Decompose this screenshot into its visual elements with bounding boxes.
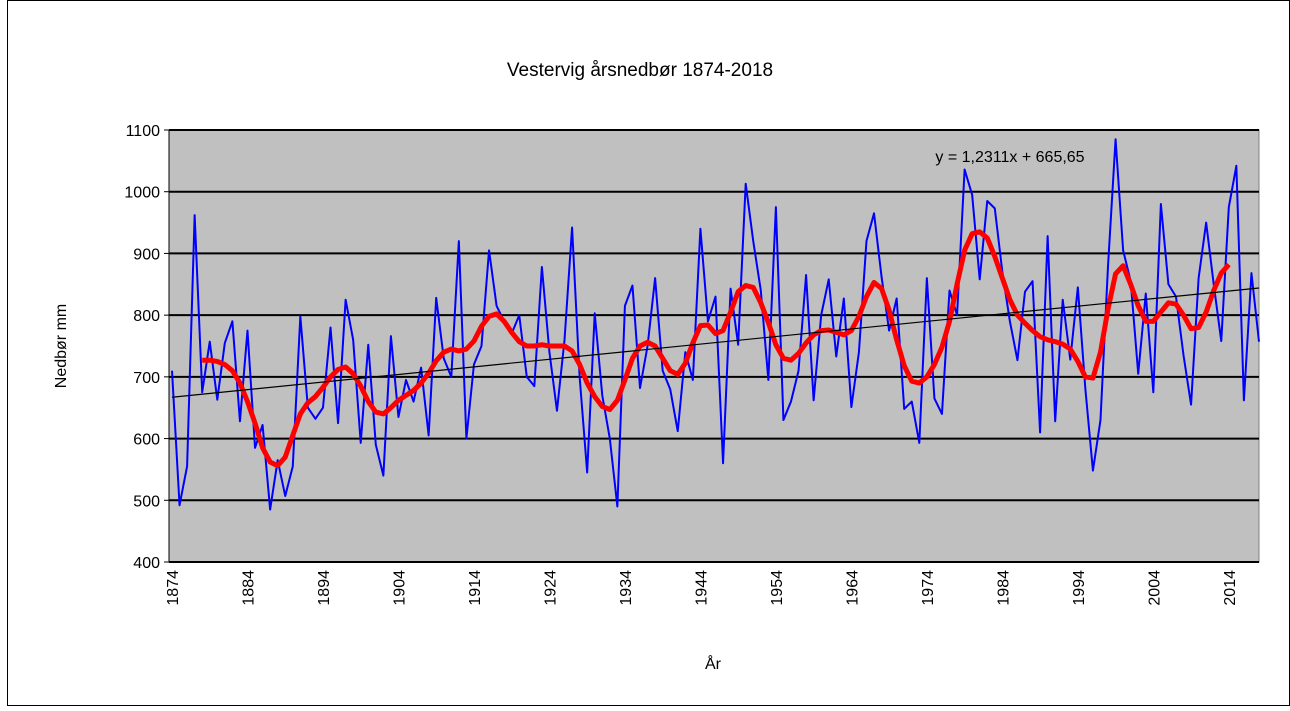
y-tick-label: 1100 (126, 123, 161, 140)
x-tick-label: 1964 (844, 570, 861, 606)
x-tick-label: 1934 (618, 570, 635, 606)
data-line (202, 229, 1231, 469)
x-tick-label: 1994 (1071, 570, 1088, 606)
y-tick-label: 800 (133, 308, 160, 325)
trend-line (171, 287, 1260, 398)
x-tick-label: 1944 (693, 570, 710, 606)
data-line (171, 138, 1260, 511)
y-tick-label: 500 (133, 493, 160, 510)
y-tick-label: 1000 (124, 185, 160, 202)
x-tick-label: 1914 (467, 570, 484, 606)
x-axis-label: År (705, 654, 722, 673)
x-tick-label: 1924 (542, 570, 559, 606)
x-tick-label: 1954 (769, 570, 786, 606)
x-tick-label: 1874 (165, 570, 182, 606)
x-tick-label: 1974 (920, 570, 937, 606)
y-tick-label: 600 (133, 432, 160, 449)
x-tick-label: 1984 (995, 570, 1012, 606)
chart-title: Vestervig årsnedbør 1874-2018 (507, 60, 773, 81)
x-tick-label: 1904 (391, 570, 408, 606)
y-tick-label: 700 (133, 370, 160, 387)
plot-area (168, 129, 1260, 563)
trend-equation: y = 1,2311x + 665,65 (935, 149, 1084, 166)
x-tick-label: 2004 (1146, 570, 1163, 606)
x-tick-label: 2014 (1222, 570, 1239, 606)
x-tick-label: 1884 (240, 570, 257, 606)
y-tick-label: 900 (133, 246, 160, 263)
x-tick-label: 1894 (316, 570, 333, 606)
y-tick-label: 400 (133, 555, 160, 572)
y-axis-label: Nedbør mm (53, 304, 70, 388)
